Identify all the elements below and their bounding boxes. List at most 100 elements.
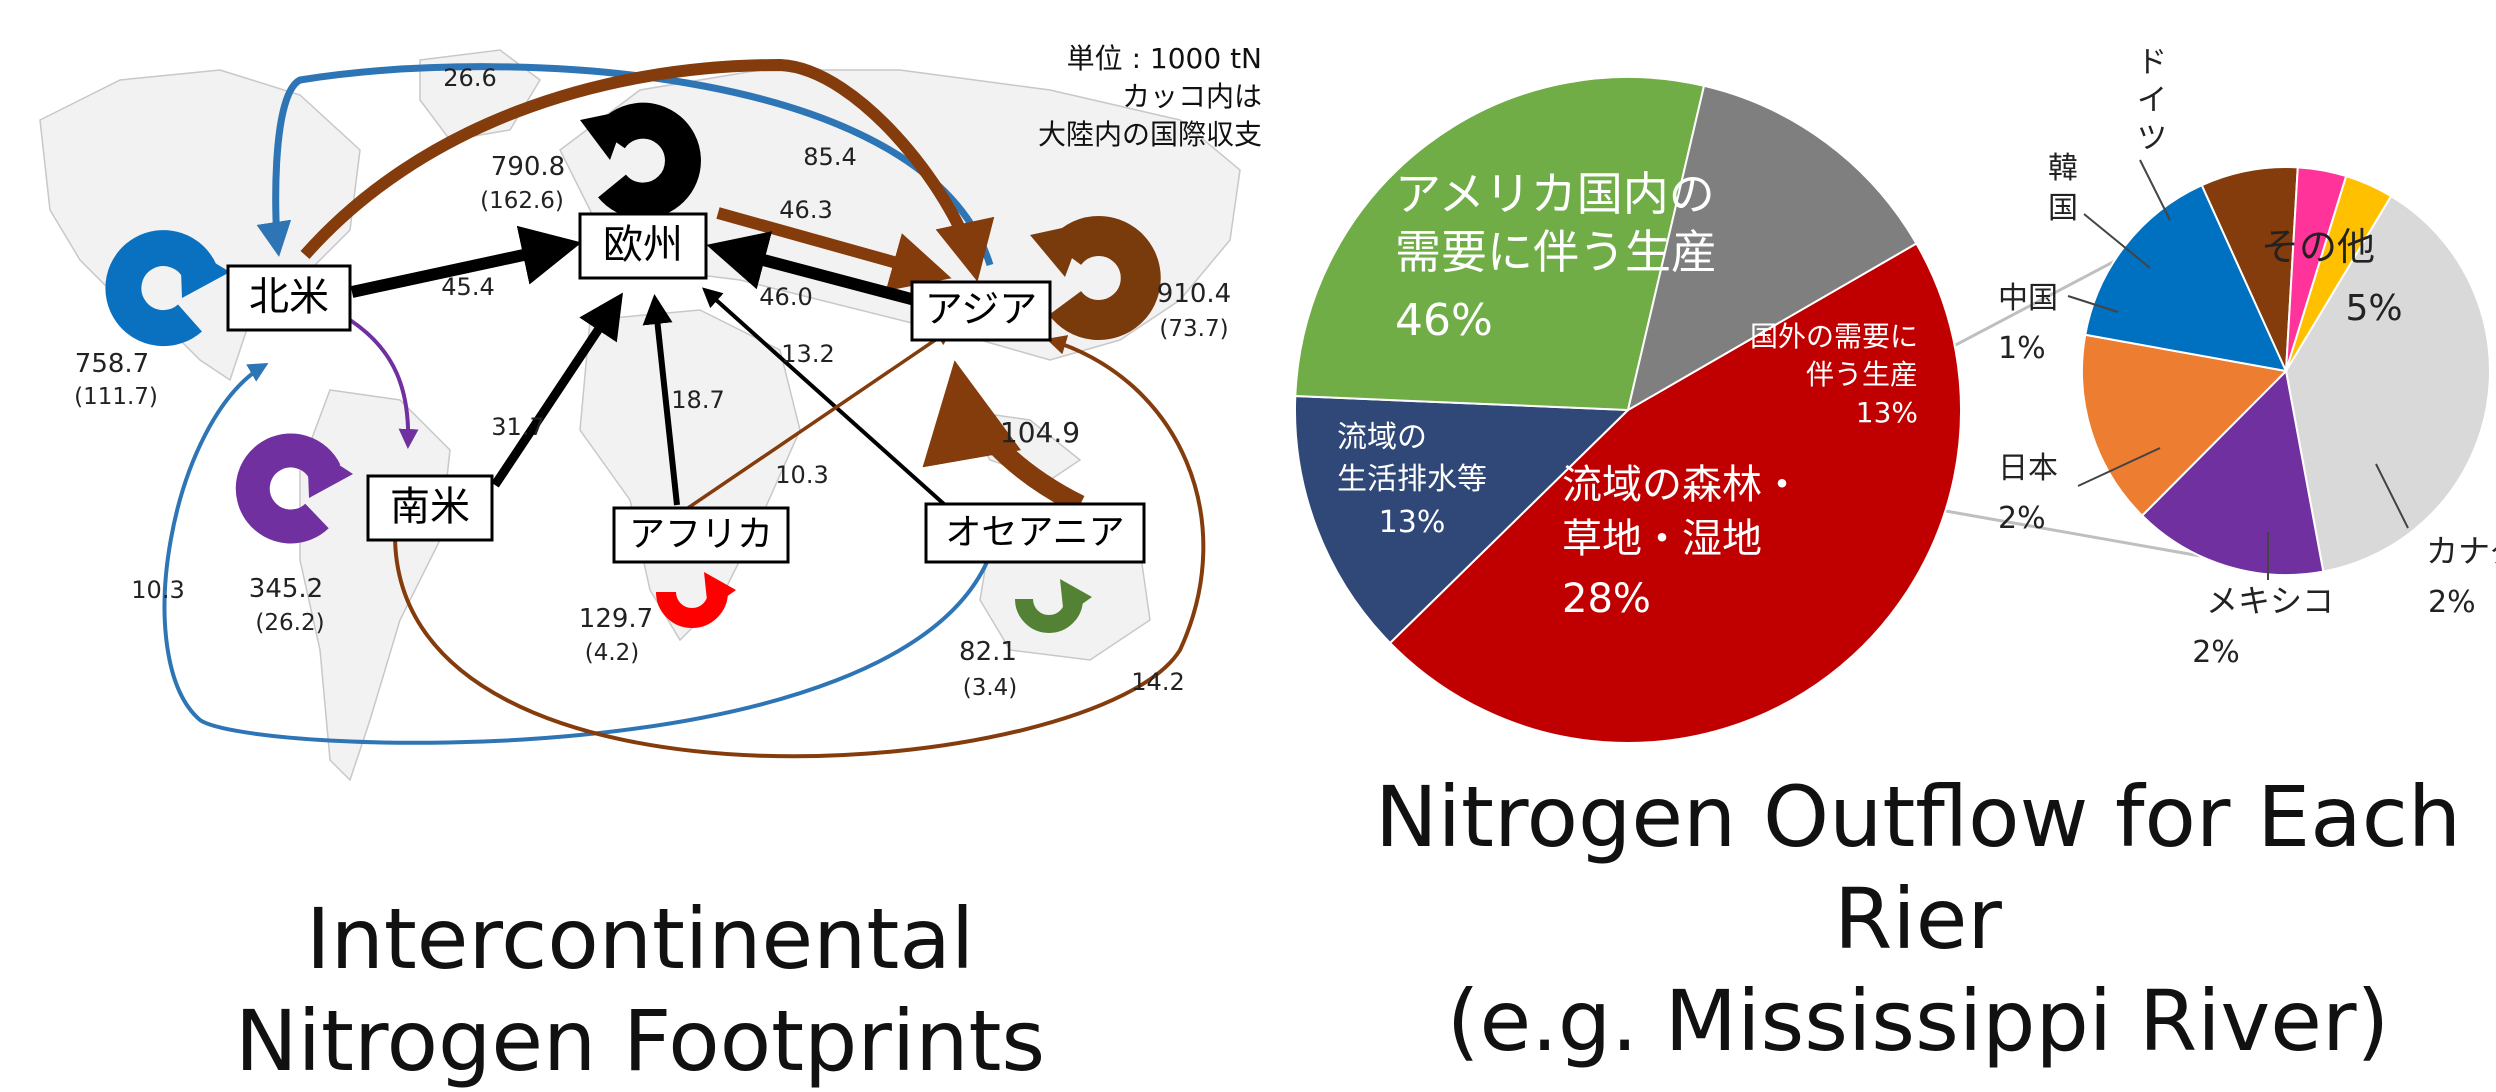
- asia-self-value: 910.4: [1157, 279, 1231, 309]
- slice-label-forest-percent: 28%: [1562, 576, 1651, 622]
- africa-self-loop: [656, 572, 736, 628]
- slice-label-japan: 日本: [1998, 451, 2058, 486]
- flow-arrow-africa-to-europe: [642, 294, 680, 506]
- right-caption: Nitrogen Outflow for Each Rier (e.g. Mis…: [1340, 766, 2496, 1072]
- north-america-self-loop: [105, 230, 230, 347]
- right-caption-line-3: (e.g. Mississippi River): [1446, 972, 2390, 1070]
- south-america-label: 南米: [390, 484, 470, 530]
- callout-korea: [2083, 213, 2151, 269]
- callout-china: [2067, 295, 2119, 313]
- slice-label-foreign-percent: 13%: [1856, 396, 1918, 429]
- slice-label-other: その他: [2261, 225, 2375, 269]
- south-america-intra-value: (26.2): [255, 610, 324, 636]
- callout-canada: [2375, 463, 2409, 529]
- south-america-self-value: 345.2: [249, 574, 323, 604]
- flow-arrow-oceania-to-north-america: [162, 362, 992, 745]
- flow-arrow-oceania-to-asia: [922, 360, 1085, 514]
- main-pie-labels: アメリカ国内の 需要に伴う生産 46% 国外の需要に 伴う生産 13% 流域の森…: [1337, 167, 1918, 622]
- oceania-self-loop: [1015, 579, 1092, 633]
- europe-intra-value: (162.6): [480, 188, 564, 214]
- flow-value-north-america-to-europe: 45.4: [441, 273, 494, 301]
- slice-label-foreign-line-2: 伴う生産: [1806, 358, 1918, 391]
- europe-label: 欧州: [603, 222, 683, 268]
- oceania-box: オセアニア: [924, 502, 1146, 564]
- germany-label-char: ド: [2137, 45, 2167, 80]
- flow-value-africa-to-europe: 18.7: [671, 386, 724, 414]
- flow-value-oceania-to-north-america: 10.3: [131, 576, 184, 604]
- flow-value-oceania-to-europe: 13.2: [781, 340, 834, 368]
- slice-label-canada-percent: 2%: [2428, 585, 2476, 620]
- slice-label-sewage-line-1: 流域の: [1337, 420, 1427, 455]
- slice-label-domestic-line-1: アメリカ国内の: [1395, 167, 1715, 221]
- flow-arrow-europe-to-asia: [716, 207, 952, 291]
- world-map-background: [39, 49, 1241, 782]
- right-caption-line-1: Nitrogen Outflow for Each: [1374, 768, 2462, 866]
- north-america-box: 北米: [226, 264, 352, 332]
- europe-self-value: 790.8: [491, 152, 565, 182]
- slice-label-china-percent: 1%: [1998, 331, 2046, 366]
- flow-value-oceania-to-asia: 104.9: [1000, 416, 1080, 449]
- germany-label-char: イ: [2137, 83, 2167, 118]
- flow-arrows: [162, 58, 1206, 759]
- main-pie-slice-3: [1626, 84, 1918, 413]
- unit-note-line-2: カッコ内は: [1122, 80, 1262, 113]
- flow-value-south-america-to-europe: 31.7: [491, 413, 544, 441]
- flow-value-north-america-to-asia-top: 85.4: [803, 143, 856, 171]
- africa-self-value: 129.7: [579, 604, 653, 634]
- asia-box: アジア: [910, 280, 1052, 342]
- south-america-box: 南米: [366, 474, 494, 542]
- breakdown-pie-labels: その他 5% カナダ 2% メキシコ 2% 日本 2% 中国 1% 韓 国 ドイ…: [1998, 45, 2496, 670]
- oceania-intra-value: (3.4): [963, 675, 1018, 701]
- flow-arrow-north-america-to-europe: [350, 225, 582, 298]
- flow-value-africa-to-asia: 10.3: [775, 461, 828, 489]
- unit-note-line-1: 単位 : 1000 tN: [1067, 42, 1262, 75]
- flow-arrow-asia-to-north-america-top: [256, 63, 994, 267]
- south-america-self-loop: [235, 433, 353, 544]
- europe-self-loop: [580, 102, 701, 219]
- flow-value-south-america-to-asia: 14.2: [1131, 668, 1184, 696]
- flow-arrow-asia-to-europe: [706, 231, 917, 306]
- asia-label: アジア: [925, 287, 1037, 331]
- main-pie-chart: [1294, 76, 1962, 744]
- flow-arrow-africa-to-asia: [684, 328, 953, 512]
- breakdown-pie-slice-2: [2081, 333, 2289, 518]
- africa-box: アフリカ: [612, 506, 790, 564]
- slice-label-other-percent: 5%: [2345, 288, 2402, 329]
- oceania-label: オセアニア: [945, 512, 1124, 553]
- slice-label-forest-line-1: 流域の森林・: [1562, 462, 1802, 508]
- flow-value-asia-to-north-america-top: 26.6: [443, 64, 496, 92]
- slice-label-germany: ドイツ: [2137, 45, 2167, 156]
- unit-note-line-3: 大陸内の国際収支: [1038, 118, 1262, 151]
- flow-value-asia-to-europe: 46.0: [759, 283, 812, 311]
- breakdown-pie-chart: [2081, 166, 2491, 576]
- germany-label-char: ツ: [2137, 121, 2167, 156]
- main-pie-slice-0: [1388, 242, 1962, 744]
- slice-label-foreign-line-1: 国外の需要に: [1750, 320, 1918, 353]
- right-caption-line-2: Rier: [1834, 870, 2002, 968]
- left-caption-line-1: Intercontinental: [305, 890, 975, 988]
- slice-label-canada: カナダ: [2426, 532, 2496, 570]
- slice-label-china: 中国: [1998, 281, 2058, 316]
- slice-label-domestic-percent: 46%: [1395, 295, 1493, 346]
- north-america-self-value: 758.7: [75, 349, 149, 379]
- slice-label-korea-line-1: 韓: [2048, 151, 2078, 186]
- flow-values: 26.6 85.4 46.3 46.0 45.4 31.7 18.7 13.2 …: [131, 64, 1184, 696]
- north-america-label: 北米: [249, 274, 329, 320]
- africa-intra-value: (4.2): [585, 640, 640, 666]
- north-america-intra-value: (111.7): [74, 384, 158, 410]
- slice-label-mexico-percent: 2%: [2192, 635, 2240, 670]
- main-pie-slice-2: [1294, 76, 1706, 412]
- slice-label-sewage-percent: 13%: [1379, 505, 1446, 540]
- flow-value-europe-to-asia: 46.3: [779, 196, 832, 224]
- slice-label-sewage-line-2: 生活排水等: [1337, 462, 1487, 497]
- left-caption: Intercontinental Nitrogen Footprints: [140, 888, 1140, 1092]
- flow-arrow-oceania-to-europe: [702, 287, 947, 507]
- slice-label-korea-line-2: 国: [2048, 191, 2078, 226]
- asia-self-loop: [1030, 216, 1161, 340]
- left-caption-line-2: Nitrogen Footprints: [234, 992, 1046, 1090]
- self-loop-values: 758.7 (111.7) 790.8 (162.6) 910.4 (73.7)…: [74, 152, 1231, 701]
- breakdown-pie-slice-3: [2084, 183, 2288, 373]
- europe-box: 欧州: [578, 212, 708, 280]
- callout-japan: [2077, 447, 2161, 487]
- africa-label: アフリカ: [629, 514, 773, 555]
